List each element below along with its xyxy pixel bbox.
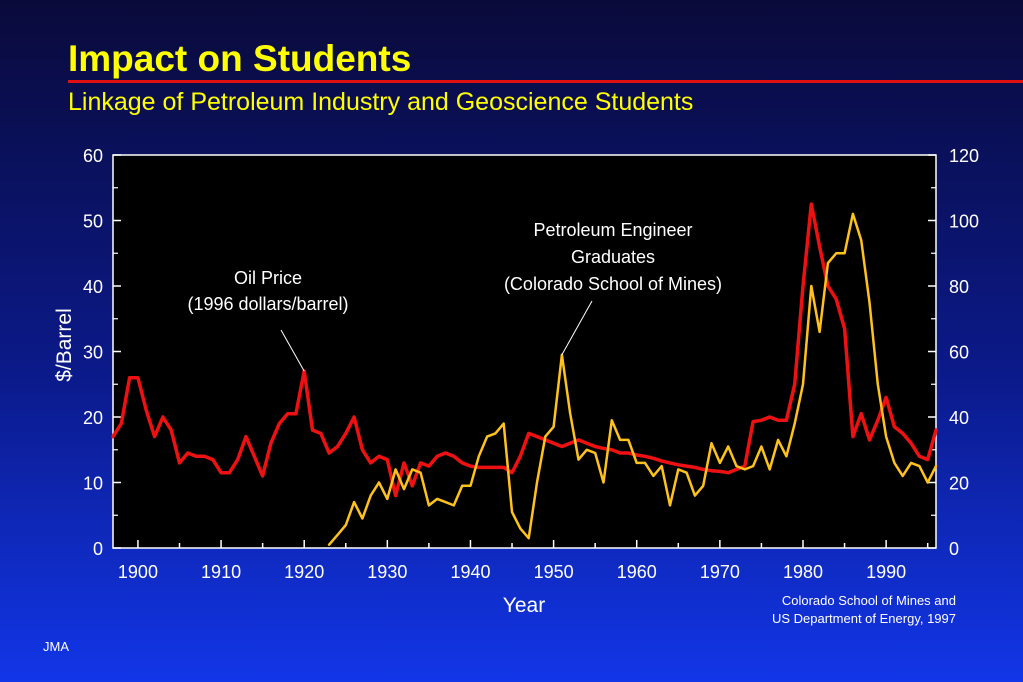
annotation-grad-line: Graduates	[571, 247, 655, 267]
x-tick-label: 1990	[866, 562, 906, 582]
x-tick-label: 1920	[284, 562, 324, 582]
annotation-layer: Oil Price (1996 dollars/barrel) Petroleum …	[187, 220, 722, 372]
x-tick-label: 1930	[367, 562, 407, 582]
y2-tick-label: 40	[949, 408, 969, 428]
x-tick-label: 1970	[700, 562, 740, 582]
y-tick-label: 30	[83, 343, 103, 363]
y-tick-label: 10	[83, 474, 103, 494]
slide-title: Impact on Students	[68, 38, 412, 79]
source-note: Colorado School of Mines and US Departme…	[700, 592, 956, 628]
series-layer	[111, 202, 938, 546]
x-tick-label: 1960	[617, 562, 657, 582]
y-tick-label: 40	[83, 277, 103, 297]
y-tick-label: 60	[83, 146, 103, 166]
graduates-line	[327, 212, 938, 546]
y2-tick-label: 60	[949, 343, 969, 363]
annotation-grad-line: Petroleum Engineer	[533, 220, 692, 240]
x-axis-label: Year	[503, 594, 545, 617]
source-line-1: Colorado School of Mines and	[781, 593, 956, 608]
x-tick-label: 1910	[201, 562, 241, 582]
oil-price-line	[111, 202, 938, 498]
annotation-oil-leader	[280, 329, 305, 372]
x-tick-label: 1940	[450, 562, 490, 582]
y-tick-label: 20	[83, 408, 103, 428]
y-tick-label: 50	[83, 212, 103, 232]
annotation-oil-line: (1996 dollars/barrel)	[187, 294, 348, 314]
x-tick-label: 1980	[783, 562, 823, 582]
slide-subtitle: Linkage of Petroleum Industry and Geosci…	[68, 88, 694, 116]
y2-tick-label: 20	[949, 474, 969, 494]
x-tick-label: 1900	[118, 562, 158, 582]
axes-layer: 0 10 20 30 40 50 60 0 20 40 60 80 100 120 1900 1910 1920…	[83, 146, 979, 582]
x-tick-label: 1950	[534, 562, 574, 582]
source-line-2: US Department of Energy, 1997	[771, 611, 956, 626]
annotation-grad-leader	[561, 300, 593, 356]
y2-tick-label: 80	[949, 277, 969, 297]
author-initials: JMA	[43, 639, 69, 654]
annotation-oil-line: Oil Price	[234, 268, 302, 288]
y2-tick-label: 120	[949, 146, 979, 166]
y-axis-label: $/Barrel	[53, 308, 76, 382]
title-divider	[68, 80, 1023, 83]
y2-tick-label: 0	[949, 539, 959, 559]
y-tick-label: 0	[93, 539, 103, 559]
y2-tick-label: 100	[949, 212, 979, 232]
annotation-grad-line: (Colorado School of Mines)	[504, 274, 722, 294]
